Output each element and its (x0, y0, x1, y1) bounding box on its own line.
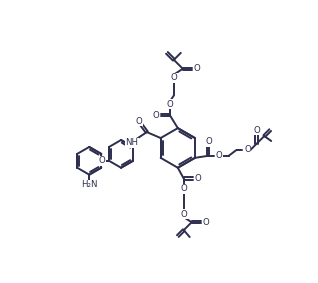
Text: O: O (170, 73, 177, 82)
Text: O: O (244, 145, 251, 155)
Text: O: O (167, 100, 173, 109)
Text: O: O (180, 210, 187, 219)
Text: O: O (202, 218, 209, 227)
Text: O: O (193, 64, 200, 73)
Text: H₂N: H₂N (81, 180, 98, 189)
Text: O: O (153, 111, 159, 120)
Text: O: O (99, 156, 106, 165)
Text: O: O (135, 117, 142, 126)
Text: O: O (205, 138, 212, 147)
Text: O: O (215, 151, 222, 160)
Text: NH: NH (125, 138, 138, 147)
Text: O: O (254, 126, 261, 135)
Text: O: O (180, 184, 187, 193)
Text: O: O (194, 174, 201, 183)
